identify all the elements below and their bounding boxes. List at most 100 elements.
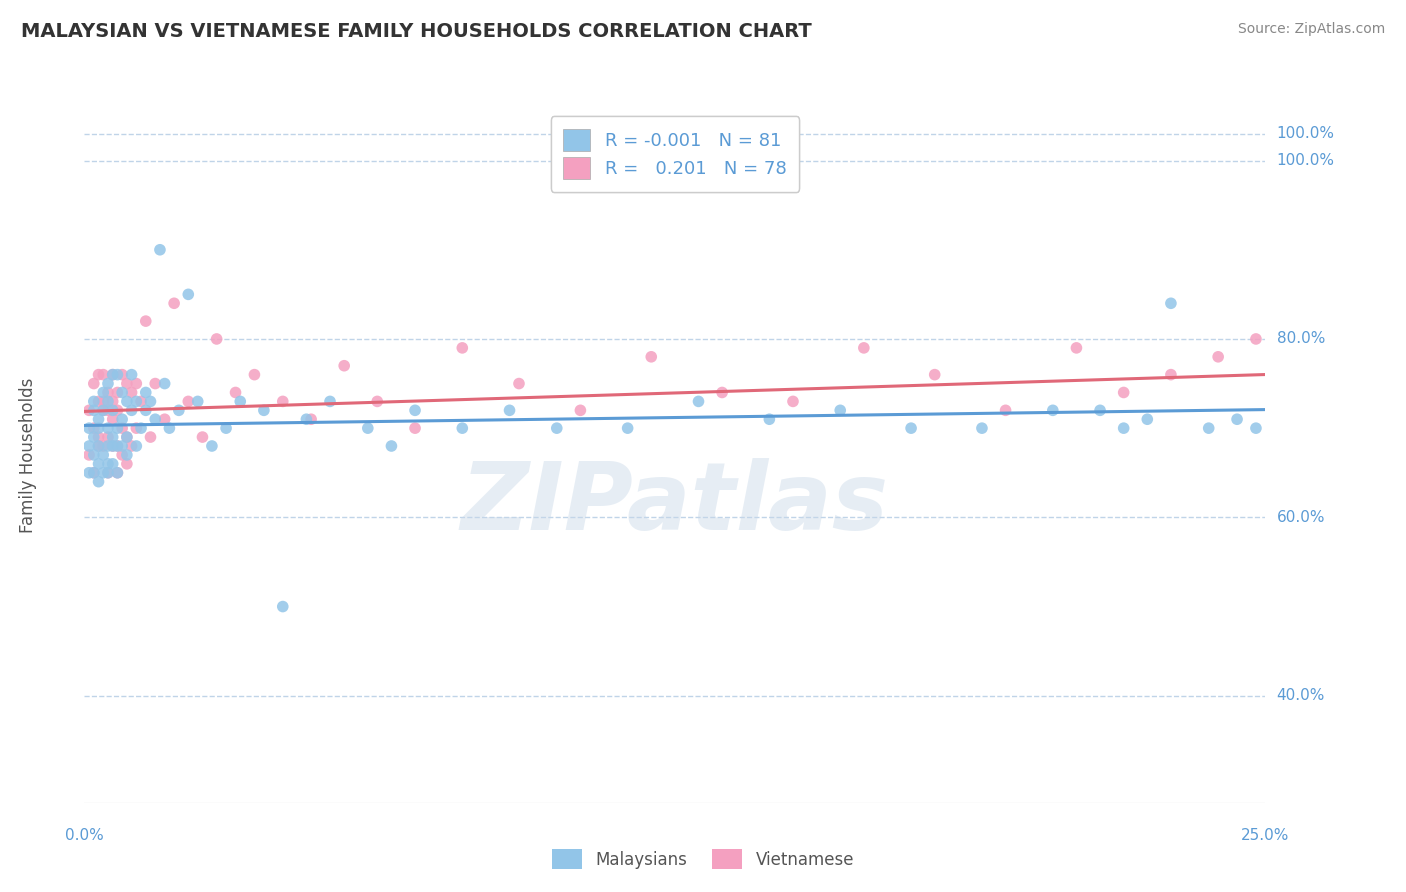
Point (97, 430, 120, 444)
Point (91, 368, 114, 382)
Point (299, 412, 322, 426)
Text: 100.0%: 100.0% (1277, 127, 1334, 141)
Point (97, 385, 120, 400)
Point (143, 376, 166, 391)
Point (1042, 403, 1064, 417)
Point (107, 403, 129, 417)
Point (640, 350, 662, 364)
Point (215, 421, 238, 435)
Point (139, 430, 162, 444)
Point (87, 430, 110, 444)
Point (107, 439, 129, 453)
Point (1244, 332, 1267, 346)
Point (451, 341, 474, 355)
Point (101, 368, 124, 382)
Point (319, 394, 342, 409)
Point (569, 403, 592, 417)
Point (77, 466, 100, 480)
Point (149, 243, 172, 257)
Point (451, 421, 474, 435)
Text: Source: ZipAtlas.com: Source: ZipAtlas.com (1237, 22, 1385, 37)
Point (1160, 296, 1182, 310)
Point (994, 403, 1017, 417)
Text: ZIPatlas: ZIPatlas (461, 458, 889, 549)
Point (83, 448, 105, 462)
Point (87, 368, 110, 382)
Point (1088, 403, 1111, 417)
Point (107, 466, 129, 480)
Point (1264, 421, 1286, 435)
Point (1396, 403, 1406, 417)
Point (271, 599, 294, 614)
Point (101, 430, 124, 444)
Point (83, 466, 105, 480)
Point (87, 439, 110, 453)
Point (97, 394, 120, 409)
Point (111, 385, 134, 400)
Point (157, 421, 180, 435)
Point (1112, 421, 1135, 435)
Point (101, 439, 124, 453)
Point (115, 430, 138, 444)
Point (101, 368, 124, 382)
Point (1066, 341, 1088, 355)
Point (1358, 376, 1381, 391)
Point (87, 475, 110, 489)
Point (924, 368, 946, 382)
Point (1292, 350, 1315, 364)
Point (115, 448, 138, 462)
Point (1348, 341, 1371, 355)
Point (101, 412, 124, 426)
Point (125, 394, 148, 409)
Point (129, 421, 152, 435)
Point (77, 421, 100, 435)
Point (77, 448, 100, 462)
Point (121, 439, 143, 453)
Point (111, 439, 134, 453)
Text: 0.0%: 0.0% (65, 828, 104, 843)
Point (404, 403, 426, 417)
Point (91, 394, 114, 409)
Point (163, 296, 186, 310)
Point (91, 448, 114, 462)
Point (107, 421, 129, 435)
Point (115, 430, 138, 444)
Point (153, 376, 176, 391)
Point (187, 394, 209, 409)
Point (101, 403, 124, 417)
Point (83, 403, 105, 417)
Text: 100.0%: 100.0% (1277, 153, 1334, 168)
Point (1206, 350, 1229, 364)
Point (1316, 314, 1339, 328)
Point (498, 403, 520, 417)
Point (97, 466, 120, 480)
Point (167, 403, 190, 417)
Point (900, 421, 922, 435)
Point (87, 412, 110, 426)
Point (1324, 341, 1347, 355)
Point (83, 376, 105, 391)
Point (782, 394, 804, 409)
Point (97, 403, 120, 417)
Text: 40.0%: 40.0% (1277, 689, 1324, 703)
Legend: R = -0.001   N = 81, R =   0.201   N = 78: R = -0.001 N = 81, R = 0.201 N = 78 (551, 116, 799, 192)
Point (87, 394, 110, 409)
Point (546, 421, 568, 435)
Point (1160, 368, 1182, 382)
Point (357, 421, 380, 435)
Point (1302, 332, 1324, 346)
Point (711, 385, 734, 400)
Legend: Malaysians, Vietnamese: Malaysians, Vietnamese (541, 838, 865, 880)
Point (125, 376, 148, 391)
Point (253, 403, 276, 417)
Point (229, 394, 252, 409)
Point (107, 466, 129, 480)
Point (121, 403, 143, 417)
Point (101, 394, 124, 409)
Point (129, 394, 152, 409)
Point (177, 287, 200, 301)
Point (107, 439, 129, 453)
Point (83, 421, 105, 435)
Point (139, 394, 162, 409)
Point (111, 368, 134, 382)
